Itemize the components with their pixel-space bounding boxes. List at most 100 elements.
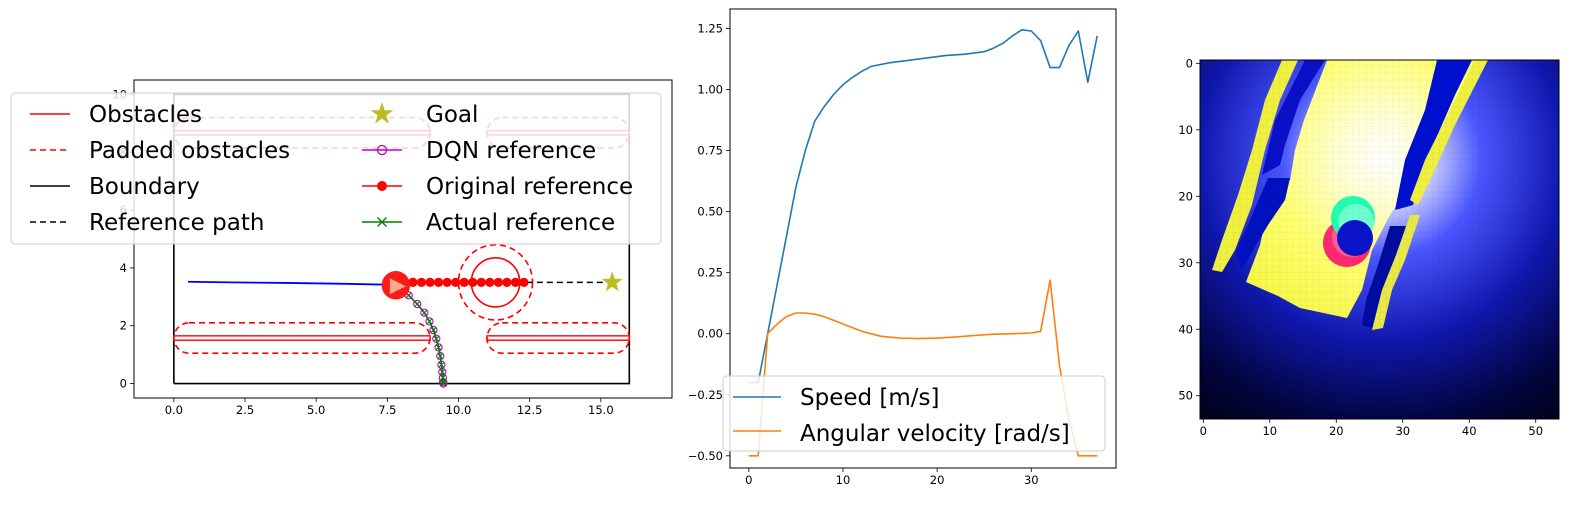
velocity-legend-frame (722, 375, 1106, 452)
padded-obstacle (173, 322, 431, 354)
legend-item-angular-velocity: Angular velocity [rad/s] (733, 421, 1070, 447)
observation-image (1200, 60, 1559, 419)
legend-original-label: Original reference (426, 174, 633, 200)
x-tick-label: 2.5 (236, 403, 254, 417)
map-plot-area (173, 93, 631, 388)
legend-refpath-label: Reference path (89, 210, 264, 236)
actual-reference-point (435, 344, 442, 351)
original-reference-point (493, 277, 503, 287)
dqn-reference-point (420, 308, 429, 317)
legend-frame (10, 92, 662, 245)
actual-reference-point (426, 318, 433, 325)
actual-reference-point (440, 380, 447, 387)
map-panel: 0.02.55.07.510.012.515.00246810 Obstacle… (10, 79, 673, 417)
x-tick-label: 0 (1200, 424, 1207, 438)
image-pixel-grid (1200, 60, 1559, 419)
padded-obstacle (486, 322, 631, 354)
original-reference-point (442, 277, 452, 287)
legend-item-boundary: Boundary (30, 174, 200, 200)
actual-reference-point (433, 335, 440, 342)
x-tick-label: 30 (1395, 424, 1410, 438)
angular-velocity-series-line (748, 279, 1098, 457)
original-reference-point (476, 277, 486, 287)
image-ticks: 0 10 20 30 40 50 0 10 20 30 40 50 (1178, 56, 1543, 438)
robot-heading-indicator (389, 278, 406, 295)
legend-speed-label: Speed [m/s] (800, 385, 940, 411)
original-reference-point (510, 277, 521, 287)
y-tick-label: 4 (120, 261, 127, 275)
legend-actual-label: Actual reference (426, 210, 615, 236)
y-tick-label: 0.50 (697, 205, 723, 219)
image-axes-frame (1199, 59, 1560, 420)
y-tick-label: 50 (1178, 389, 1193, 403)
actual-reference-point (437, 353, 444, 359)
original-reference-point (416, 277, 427, 287)
original-reference-point (485, 277, 495, 287)
observation-image-panel: 0 10 20 30 40 50 0 10 20 30 40 50 (1178, 56, 1560, 438)
x-tick-label: 10 (836, 473, 851, 487)
y-tick-label: 0 (120, 377, 127, 391)
y-tick-label: 20 (1178, 189, 1193, 203)
y-tick-label: 2 (120, 319, 127, 333)
y-tick-label: 0 (1186, 56, 1193, 70)
legend-goal-label: Goal (426, 102, 478, 128)
legend-obstacles-label: Obstacles (89, 102, 202, 128)
x-tick-label: 40 (1462, 424, 1477, 438)
legend-item-goal: Goal (370, 102, 478, 128)
dqn-reference-point (432, 334, 441, 343)
y-tick-label: 1.25 (697, 22, 723, 36)
original-reference-point (425, 277, 435, 287)
legend-goal-star-icon (370, 102, 394, 124)
original-reference-point (451, 277, 461, 287)
map-legend: Obstacles Padded obstacles Boundary Refe… (10, 92, 662, 245)
robot-trajectory-line (188, 280, 396, 287)
y-tick-label: 30 (1178, 256, 1193, 270)
legend-item-obstacles: Obstacles (30, 102, 202, 128)
y-tick-label: 10 (1178, 123, 1193, 137)
dqn-reference-point (429, 325, 438, 335)
x-tick-label: 0.0 (165, 403, 183, 417)
x-tick-label: 12.5 (517, 403, 543, 417)
velocity-plot-area (748, 28, 1098, 457)
actual-reference-point (421, 309, 428, 316)
actual-reference-point (439, 369, 446, 375)
velocity-axes-frame (729, 8, 1117, 469)
original-reference-point (468, 277, 478, 287)
obstacle (486, 335, 631, 341)
legend-item-speed: Speed [m/s] (733, 385, 940, 411)
y-tick-label: −0.25 (688, 388, 723, 402)
actual-reference-point (440, 379, 447, 385)
actual-reference-point (430, 327, 437, 333)
legend-item-actual-reference: Actual reference (362, 210, 615, 236)
y-tick-label: 0.00 (697, 327, 723, 341)
x-tick-label: 15.0 (588, 403, 614, 417)
dqn-reference-point (425, 317, 434, 326)
x-tick-label: 0 (745, 473, 752, 487)
velocity-panel: 0 10 20 30 −0.50 −0.25 0.00 0.25 0.50 0.75 1.00 1.2… (688, 8, 1117, 487)
goal-star-icon (601, 271, 623, 292)
x-tick-label: 5.0 (307, 403, 325, 417)
actual-reference-point (438, 361, 445, 368)
actual-reference-point (414, 301, 421, 307)
y-tick-label: 1.00 (697, 83, 723, 97)
y-tick-label: 0.25 (697, 266, 723, 280)
legend-padded-label: Padded obstacles (89, 138, 290, 164)
original-reference-point (408, 277, 418, 287)
original-reference-point (502, 277, 512, 287)
legend-dqn-marker (376, 144, 388, 156)
x-tick-label: 10 (1262, 424, 1277, 438)
obstacle (173, 335, 431, 341)
x-tick-label: 20 (1329, 424, 1344, 438)
legend-actual-marker (377, 217, 387, 227)
velocity-legend: Speed [m/s] Angular velocity [rad/s] (722, 375, 1106, 452)
legend-item-original-reference: Original reference (362, 174, 633, 200)
legend-item-padded-obstacles: Padded obstacles (30, 138, 290, 164)
original-reference-point (459, 277, 469, 287)
y-tick-label: 40 (1178, 322, 1193, 336)
legend-item-reference-path: Reference path (30, 210, 264, 236)
y-tick-label: −0.50 (688, 449, 723, 463)
original-reference-point (433, 277, 444, 287)
y-tick-label: 0.75 (697, 144, 723, 158)
legend-angular-label: Angular velocity [rad/s] (800, 421, 1070, 447)
